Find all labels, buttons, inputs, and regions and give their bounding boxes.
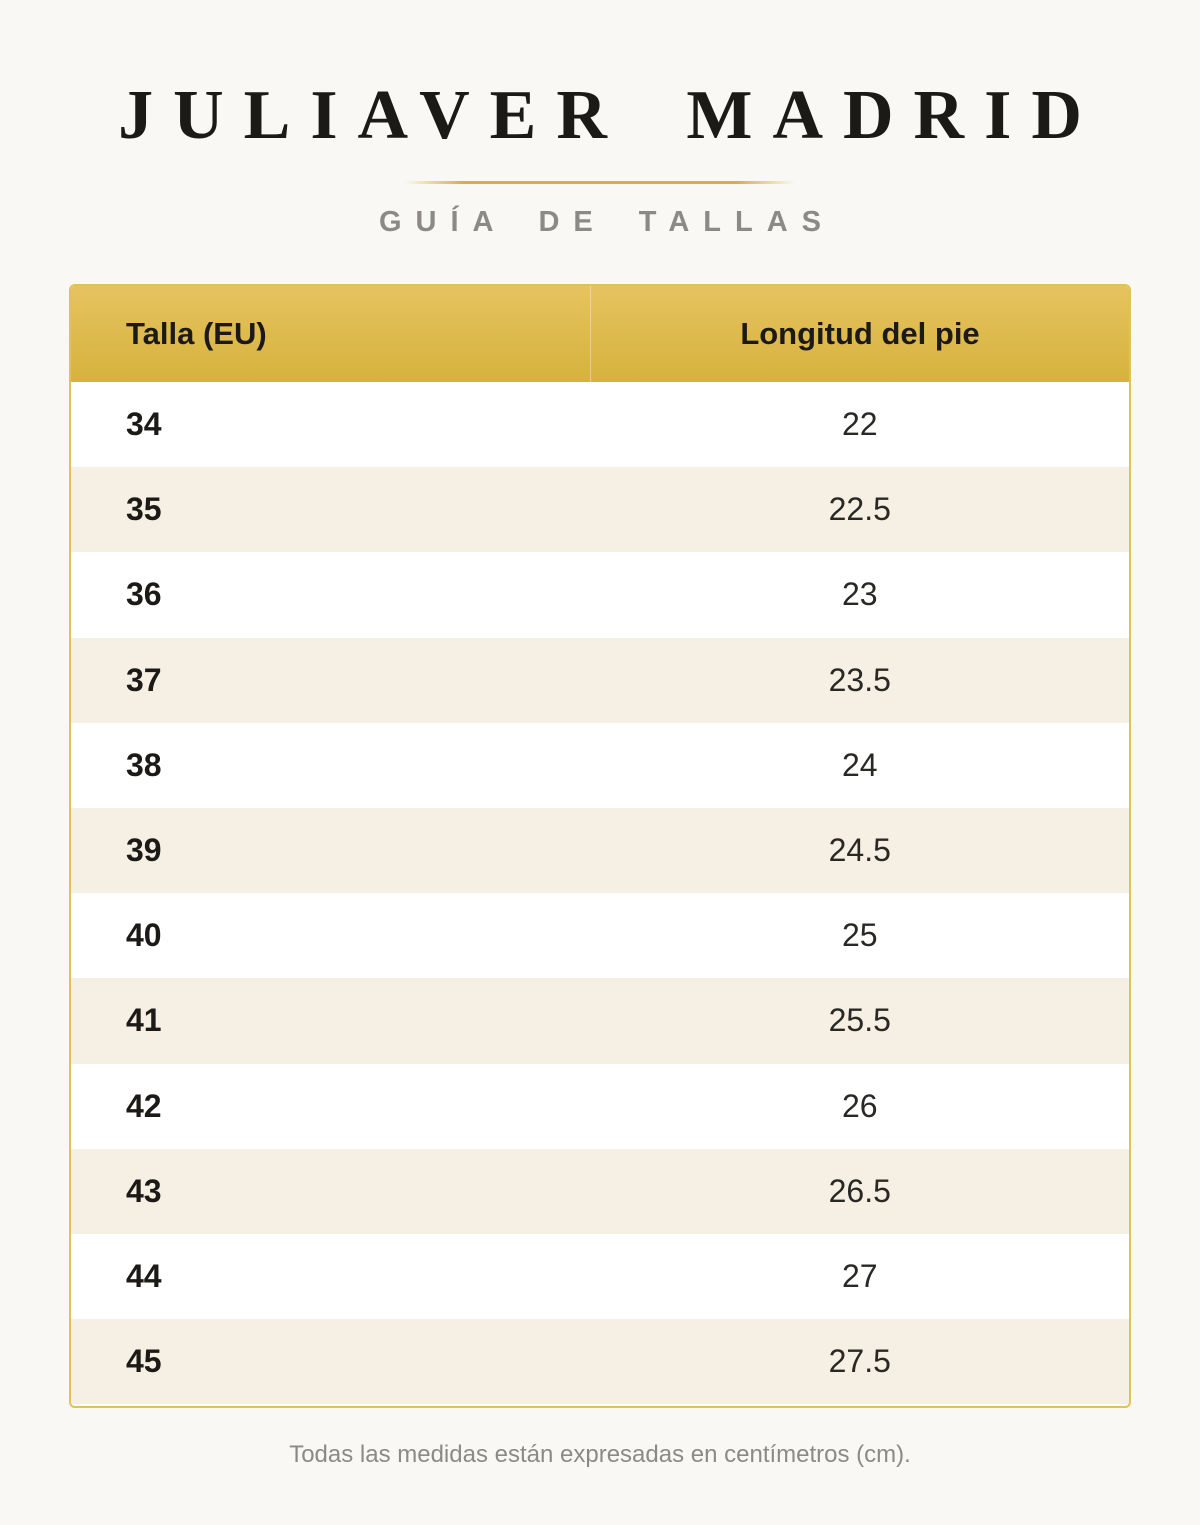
table-row: 39 24.5 <box>71 807 1129 894</box>
size-cell: 41 <box>126 1002 162 1039</box>
length-cell: 25.5 <box>828 1002 891 1039</box>
page-subtitle: GUÍA DE TALLAS <box>378 206 836 238</box>
column-header-length: Longitud del pie <box>740 316 980 351</box>
size-cell: 42 <box>126 1087 162 1124</box>
table-row: 34 22 <box>71 382 1129 468</box>
length-cell: 26.5 <box>828 1172 891 1209</box>
size-cell: 45 <box>126 1343 162 1380</box>
size-cell: 37 <box>126 661 162 698</box>
size-cell: 44 <box>126 1257 162 1294</box>
size-cell: 39 <box>126 832 162 869</box>
gold-divider <box>405 181 795 184</box>
size-table: Talla (EU) Longitud del pie 34 22 35 22.… <box>71 286 1129 1405</box>
length-cell: 22.5 <box>828 491 891 528</box>
size-cell: 38 <box>126 746 162 783</box>
column-header-size: Talla (EU) <box>71 286 591 382</box>
length-cell: 23 <box>841 576 878 613</box>
length-cell: 26 <box>841 1087 878 1124</box>
size-cell: 40 <box>126 917 162 954</box>
table-row: 44 27 <box>71 1233 1129 1320</box>
length-cell: 27.5 <box>828 1343 891 1380</box>
length-cell: 22 <box>841 406 878 443</box>
table-row: 35 22.5 <box>71 467 1129 553</box>
length-cell: 24.5 <box>828 832 891 869</box>
size-table-header: Talla (EU) Longitud del pie <box>71 286 1129 382</box>
size-table-card: Talla (EU) Longitud del pie 34 22 35 22.… <box>69 284 1131 1408</box>
length-cell: 23.5 <box>828 661 891 698</box>
table-row: 41 25.5 <box>71 978 1129 1064</box>
size-cell: 36 <box>126 576 162 613</box>
brand-title: JULIAVER MADRID <box>118 77 1102 154</box>
table-row: 40 25 <box>71 893 1129 979</box>
table-row: 45 27.5 <box>71 1319 1129 1405</box>
length-cell: 25 <box>841 917 878 954</box>
length-cell: 27 <box>841 1257 878 1294</box>
table-row: 42 26 <box>71 1063 1129 1149</box>
header-row: Talla (EU) Longitud del pie <box>71 286 1129 382</box>
units-footnote: Todas las medidas están expresadas en ce… <box>289 1441 911 1468</box>
size-cell: 43 <box>126 1172 162 1209</box>
table-row: 43 26.5 <box>71 1148 1129 1234</box>
table-row: 38 24 <box>71 722 1129 808</box>
table-row: 36 23 <box>71 552 1129 638</box>
size-cell: 34 <box>126 406 162 443</box>
length-cell: 24 <box>841 746 878 783</box>
size-table-body: 34 22 35 22.5 36 23 37 23.5 38 24 39 24.… <box>71 382 1129 1405</box>
table-row: 37 23.5 <box>71 637 1129 723</box>
size-cell: 35 <box>126 491 162 528</box>
